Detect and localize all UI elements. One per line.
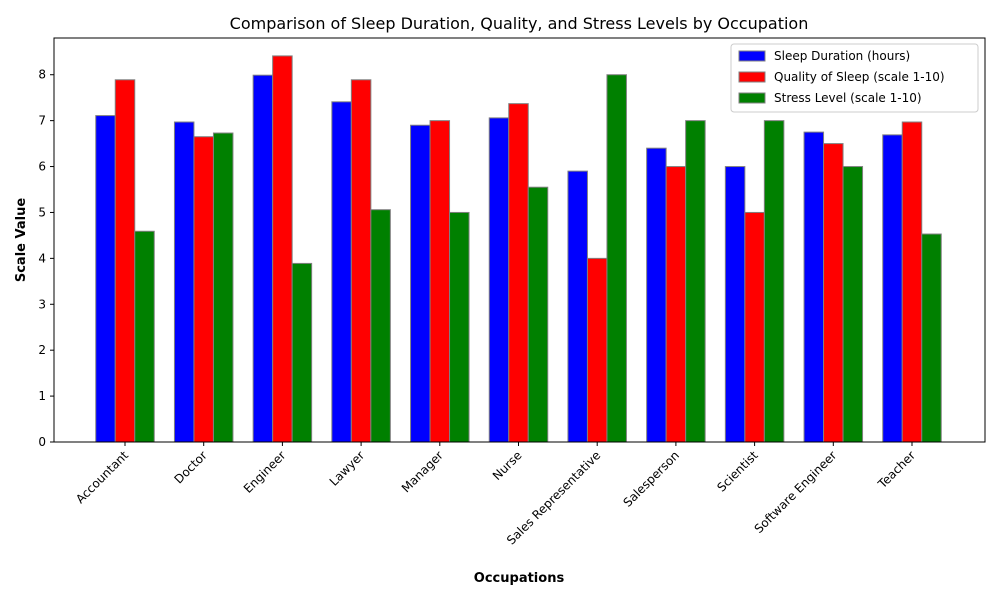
y-tick-label-5: 5: [38, 205, 46, 219]
bar-series-1-nurse: [508, 103, 529, 443]
bar-series-0-scientist: [724, 166, 746, 443]
x-tick-label-0: Accountant: [73, 448, 131, 506]
bar-series-1-salesperson: [665, 166, 687, 443]
bar-series-1-teacher: [901, 121, 923, 443]
y-tick-label-2: 2: [38, 343, 46, 357]
bar-series-0-teacher: [882, 134, 903, 443]
bar-series-1-sales-representative: [586, 257, 608, 443]
bar-series-0-salesperson: [646, 147, 667, 443]
bar-series-2-software-engineer: [842, 166, 864, 443]
y-tick-label-6: 6: [38, 160, 46, 174]
bar-series-2-engineer: [291, 262, 313, 443]
bar-series-2-lawyer: [370, 209, 391, 443]
bar-series-0-manager: [410, 124, 431, 443]
y-tick-label-4: 4: [38, 251, 46, 265]
bar-series-2-scientist: [763, 120, 785, 443]
y-axis: 0 1 2 3 4 5 6 7 8: [38, 68, 54, 449]
bar-series-1-doctor: [193, 136, 214, 443]
bar-series-2-doctor: [212, 132, 234, 443]
bar-series-0-lawyer: [331, 101, 352, 443]
bar-series-0-doctor: [173, 121, 195, 443]
chart-title: Comparison of Sleep Duration, Quality, a…: [230, 14, 809, 33]
bar-series-1-engineer: [272, 55, 293, 443]
bar-series-0-sales-representative: [567, 170, 588, 443]
y-tick-label-0: 0: [38, 435, 46, 449]
bar-series-0-engineer: [252, 74, 274, 443]
legend-label-1: Quality of Sleep (scale 1-10): [774, 70, 945, 84]
bar-series-2-manager: [449, 211, 470, 443]
x-tick-label-9: Software Engineer: [752, 448, 840, 536]
legend-swatch-0: [738, 50, 766, 62]
legend-swatch-1: [738, 71, 766, 83]
bar-series-1-software-engineer: [823, 143, 844, 443]
bar-series-1-scientist: [744, 211, 765, 443]
legend-box: [730, 43, 979, 113]
y-tick-label-7: 7: [38, 114, 46, 128]
bar-series-2-teacher: [921, 233, 942, 443]
bar-series-2-salesperson: [685, 120, 706, 443]
bar-series-0-software-engineer: [803, 131, 825, 443]
x-tick-label-8: Scientist: [714, 448, 761, 495]
y-tick-label-3: 3: [38, 297, 46, 311]
y-axis-label: Scale Value: [14, 198, 29, 282]
legend-label-2: Stress Level (scale 1-10): [774, 91, 922, 105]
bar-series-0-accountant: [95, 115, 116, 443]
x-axis: Accountant Doctor Engineer Lawyer Manager Nur…: [73, 442, 918, 548]
legend-label-0: Sleep Duration (hours): [774, 49, 910, 63]
y-tick-label-1: 1: [38, 389, 46, 403]
x-tick-label-2: Engineer: [241, 448, 289, 496]
bar-series-2-sales-representative: [606, 74, 627, 443]
bar-series-1-manager: [429, 120, 451, 443]
bar-series-2-accountant: [134, 230, 155, 443]
bar-series-0-nurse: [488, 117, 510, 443]
plot-frame: [53, 37, 986, 443]
x-tick-label-7: Salesperson: [620, 448, 682, 510]
bar-series-1-accountant: [114, 79, 136, 443]
x-tick-label-1: Doctor: [172, 448, 210, 486]
x-tick-label-10: Teacher: [875, 448, 919, 492]
bar-series-1-lawyer: [350, 79, 372, 443]
x-tick-label-3: Lawyer: [327, 448, 368, 489]
x-tick-label-4: Manager: [399, 448, 446, 495]
legend: Sleep Duration (hours) Quality of Sleep (…: [730, 43, 979, 113]
legend-swatch-2: [738, 92, 766, 104]
x-axis-label: Occupations: [474, 571, 565, 586]
bars-layer: [95, 55, 942, 443]
y-tick-label-8: 8: [38, 68, 46, 82]
bar-series-2-nurse: [527, 186, 549, 443]
x-tick-label-5: Nurse: [490, 448, 525, 483]
